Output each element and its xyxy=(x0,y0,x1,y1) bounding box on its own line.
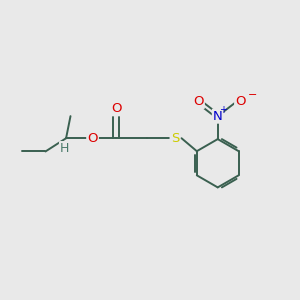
Text: +: + xyxy=(219,105,227,115)
Text: N: N xyxy=(213,110,223,123)
Text: O: O xyxy=(87,132,98,145)
Text: −: − xyxy=(248,90,257,100)
Text: S: S xyxy=(171,132,179,145)
Text: H: H xyxy=(60,142,69,155)
Text: O: O xyxy=(193,95,204,108)
Text: O: O xyxy=(235,95,246,108)
Text: O: O xyxy=(111,102,122,115)
